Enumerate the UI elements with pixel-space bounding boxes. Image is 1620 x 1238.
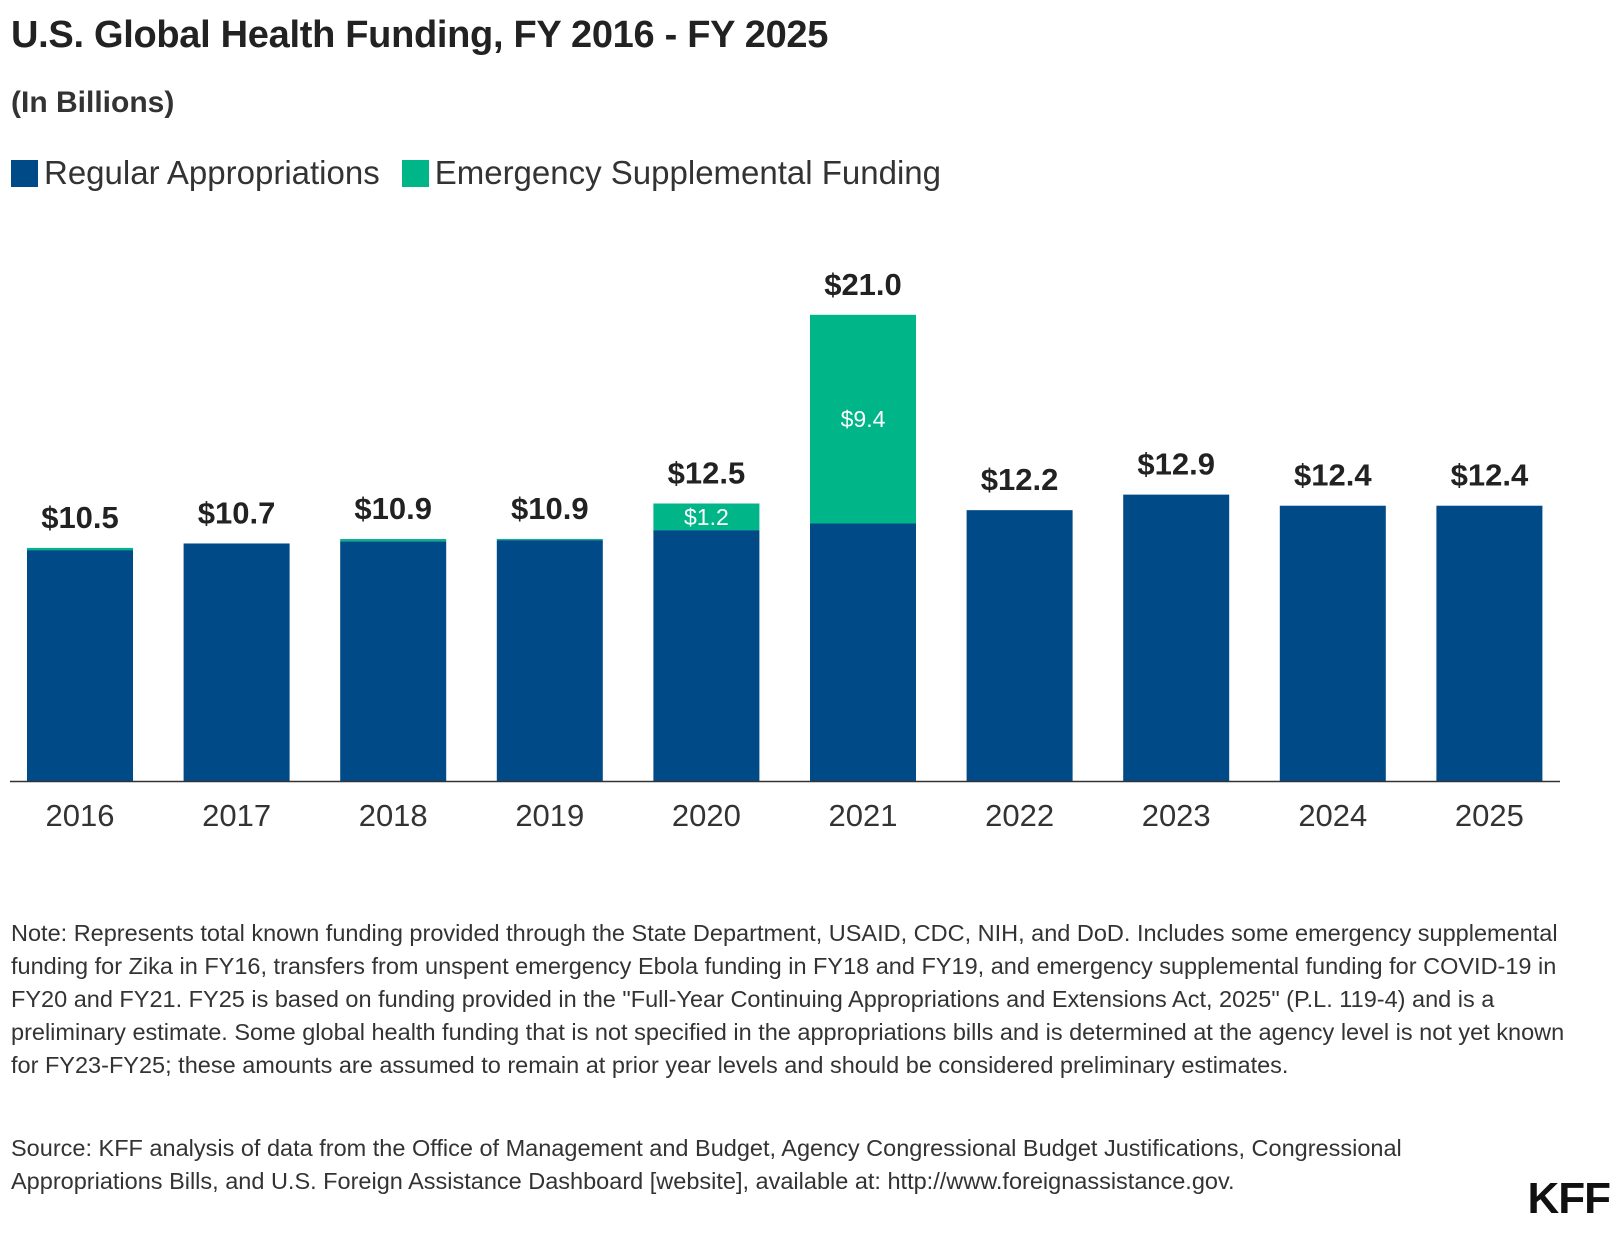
bar-emergency-2020 <box>653 503 760 531</box>
total-label-2021: $21.0 <box>824 267 902 302</box>
chart-title: U.S. Global Health Funding, FY 2016 - FY… <box>11 14 829 56</box>
x-tick-label-2016: 2016 <box>46 798 115 830</box>
bar-regular-2019 <box>496 540 603 781</box>
legend-label-regular: Regular Appropriations <box>44 154 380 191</box>
x-tick-label-2022: 2022 <box>985 798 1054 830</box>
total-label-2019: $10.9 <box>511 491 589 526</box>
bar-emergency-2016 <box>27 547 133 551</box>
legend-label-emergency: Emergency Supplemental Funding <box>434 154 942 191</box>
bar-emergency-2019 <box>496 539 603 541</box>
x-tick-label-2018: 2018 <box>359 798 428 830</box>
bar-chart: $10.5 2016 $10.7 2017 $10.9 2018 $10.9 2019 $12.… <box>10 267 1560 830</box>
segment-label-2021: $9.4 <box>841 406 886 432</box>
chart-note: Note: Represents total known funding pro… <box>11 920 1565 1078</box>
total-label-2025: $12.4 <box>1451 458 1529 493</box>
bar-regular-2020 <box>653 530 760 781</box>
x-tick-label-2019: 2019 <box>515 798 584 830</box>
bar-emergency-2021 <box>810 314 916 524</box>
bar-emergency-2018 <box>340 539 447 542</box>
total-label-2023: $12.9 <box>1137 447 1215 482</box>
x-tick-label-2025: 2025 <box>1455 798 1524 830</box>
bar-regular-2016 <box>27 550 133 781</box>
legend-swatch-emergency <box>401 159 429 187</box>
x-tick-label-2020: 2020 <box>672 798 741 830</box>
x-tick-label-2021: 2021 <box>829 798 898 830</box>
legend: Regular Appropriations Emergency Supplem… <box>11 154 963 192</box>
total-label-2022: $12.2 <box>981 462 1059 497</box>
total-label-2024: $12.4 <box>1294 458 1372 493</box>
bar-regular-2022 <box>966 510 1073 781</box>
bar-regular-2018 <box>340 541 447 781</box>
legend-item-emergency: Emergency Supplemental Funding <box>401 154 942 192</box>
total-label-2017: $10.7 <box>198 495 276 530</box>
chart-subtitle: (In Billions) <box>11 86 175 119</box>
x-tick-label-2017: 2017 <box>202 798 271 830</box>
total-label-2016: $10.5 <box>41 500 119 535</box>
bar-regular-2021 <box>810 523 916 781</box>
bar-regular-2024 <box>1279 505 1386 781</box>
bar-regular-2023 <box>1123 494 1230 781</box>
bar-regular-2017 <box>183 543 290 781</box>
total-label-2018: $10.9 <box>354 491 432 526</box>
total-label-2020: $12.5 <box>668 456 746 491</box>
legend-item-regular: Regular Appropriations <box>11 154 380 192</box>
legend-swatch-regular <box>11 159 38 187</box>
x-tick-label-2024: 2024 <box>1298 798 1367 830</box>
segment-label-2020: $1.2 <box>684 504 729 530</box>
kff-logo: KFF <box>1527 1174 1611 1223</box>
bar-regular-2025 <box>1436 505 1543 781</box>
chart-source: Source: KFF analysis of data from the Of… <box>11 1135 1402 1194</box>
x-tick-label-2023: 2023 <box>1142 798 1211 830</box>
